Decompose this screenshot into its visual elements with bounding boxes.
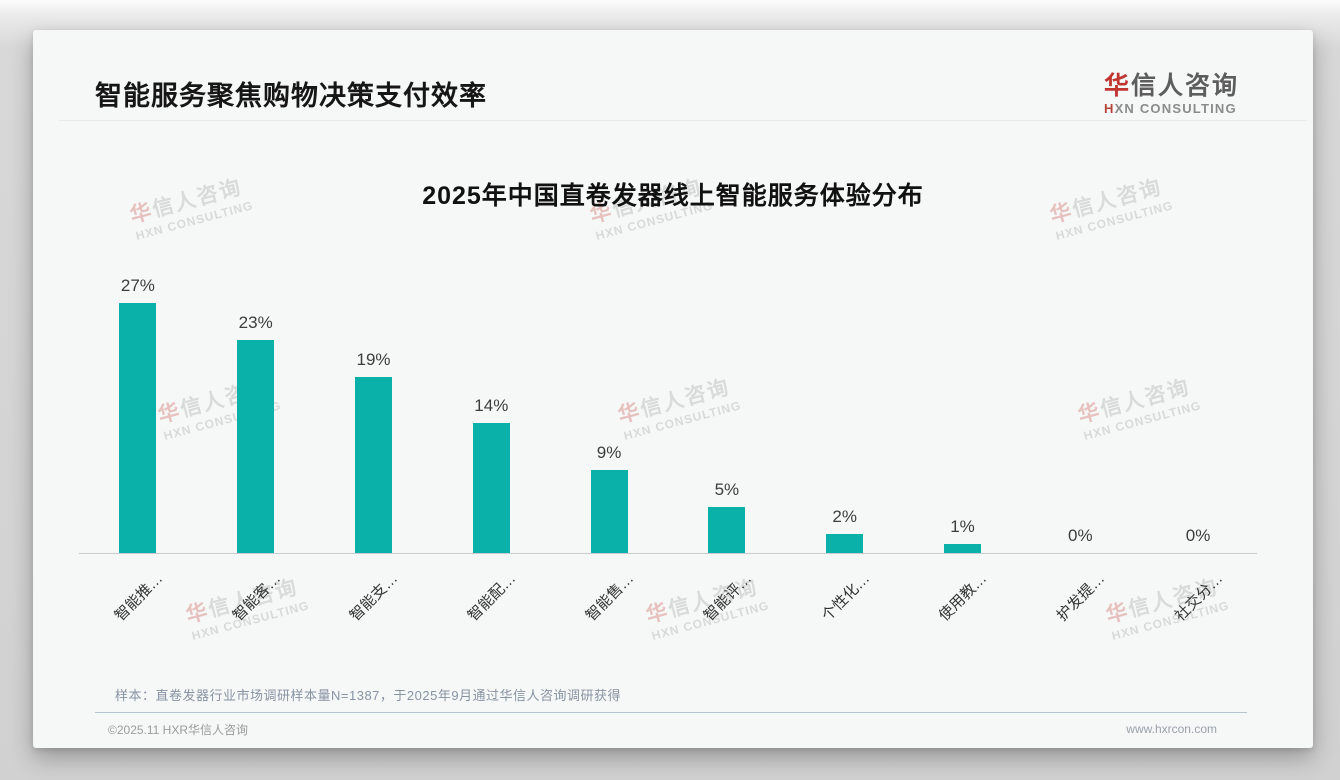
bar bbox=[826, 534, 864, 553]
bar-value-label: 1% bbox=[950, 517, 975, 536]
bar-value-label: 14% bbox=[474, 396, 509, 415]
bar-value-label: 23% bbox=[238, 313, 273, 332]
brand-logo-cn: 华信人咨询 bbox=[1104, 74, 1239, 99]
bar-value-label: 5% bbox=[714, 480, 740, 499]
brand-logo-cn-rest: 信人咨询 bbox=[1130, 72, 1239, 100]
sample-note: 样本：直卷发器行业市场调研样本量N=1387，于2025年9月通过华信人咨询调研… bbox=[115, 688, 622, 703]
footer-copyright: ©2025.11 HXR华信人咨询 bbox=[108, 723, 248, 737]
bar bbox=[237, 340, 275, 553]
bar bbox=[944, 544, 981, 553]
bar-value-label: 27% bbox=[120, 276, 155, 295]
brand-logo-cn-accent: 华 bbox=[1103, 72, 1131, 100]
bar-value-label: 2% bbox=[832, 507, 857, 526]
footer-url: www.hxrcon.com bbox=[1126, 722, 1217, 736]
brand-logo-en-rest: XN CONSULTING bbox=[1114, 101, 1237, 116]
bar bbox=[590, 470, 628, 553]
bar bbox=[119, 303, 157, 553]
x-axis-label: 社交分… bbox=[1171, 570, 1227, 625]
footer-divider bbox=[95, 712, 1247, 713]
bar bbox=[708, 507, 746, 553]
bar-value-label: 19% bbox=[356, 350, 391, 369]
x-axis-labels: 智能推… 智能客… 智能支… 智能配… 智能售… 智能评… 个性化… 使用教… 护发提… 社交分… bbox=[79, 554, 1257, 654]
brand-logo: 华信人咨询 HXN CONSULTING bbox=[1104, 74, 1239, 116]
header-divider bbox=[59, 120, 1307, 121]
bar bbox=[355, 377, 392, 553]
report-card: 华信人咨询 HXN CONSULTING 华信人咨询 HXN CONSULTING 华信… bbox=[33, 30, 1313, 748]
brand-logo-en: HXN CONSULTING bbox=[1104, 102, 1239, 115]
bar-value-label: 0% bbox=[1185, 526, 1211, 545]
bar-value-label: 0% bbox=[1068, 526, 1093, 545]
bar bbox=[472, 423, 510, 553]
bar-value-label: 9% bbox=[596, 443, 622, 462]
chart-plot: 27% 23% 19% 14% 9% 5% 2% 1% 0% 0% bbox=[79, 273, 1257, 554]
brand-logo-en-accent: H bbox=[1103, 101, 1115, 116]
page-title: 智能服务聚焦购物决策支付效率 bbox=[95, 81, 487, 111]
chart-title: 2025年中国直卷发器线上智能服务体验分布 bbox=[422, 182, 924, 210]
